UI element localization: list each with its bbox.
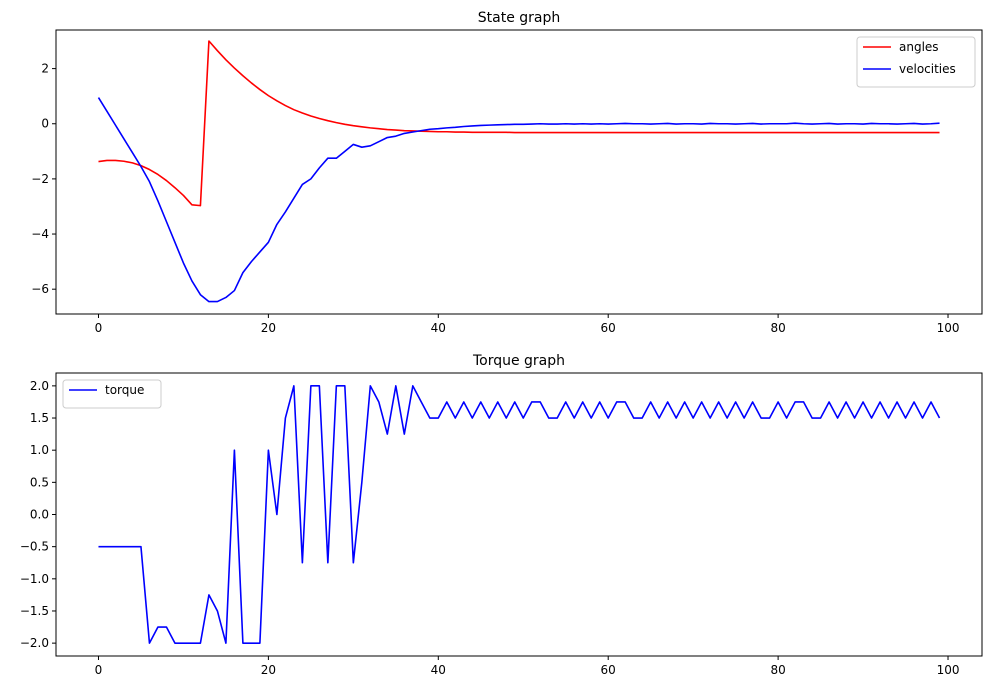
x-tick-label: 20	[261, 321, 276, 335]
y-tick-label: 1.0	[30, 443, 49, 457]
y-tick-label: −1.0	[20, 572, 49, 586]
x-tick-label: 60	[601, 321, 616, 335]
legend: torque	[62, 379, 162, 409]
x-tick-label: 80	[770, 663, 785, 677]
series-line-torque	[98, 385, 941, 644]
y-tick-label: 2.0	[30, 379, 49, 393]
plot-frame	[55, 372, 983, 657]
y-tick-label: −6	[31, 282, 49, 296]
x-tick-label: 80	[770, 321, 785, 335]
x-tick-label: 40	[431, 321, 446, 335]
series-line-velocities	[97, 97, 940, 303]
x-tick-label: 100	[937, 321, 960, 335]
y-tick-label: −2	[31, 172, 49, 186]
y-tick-label: 0	[41, 117, 49, 131]
chart-title: State graph	[478, 10, 561, 26]
y-tick-label: 0.5	[30, 475, 49, 489]
y-axis: −2.0 −1.5 −1.0 −0.5 0.0 0.5 1.0 1.5 2.0	[20, 379, 56, 650]
chart-title: Torque graph	[472, 353, 565, 369]
legend-box	[856, 36, 976, 88]
y-tick-label: −1.5	[20, 604, 49, 618]
series-group	[98, 385, 941, 644]
x-tick-label: 0	[95, 663, 103, 677]
x-tick-label: 0	[95, 321, 103, 335]
legend-label: velocities	[899, 62, 956, 76]
legend-label: torque	[105, 383, 144, 397]
y-tick-label: −0.5	[20, 540, 49, 554]
state-graph-plot: State graph 0 20 40 60 80 100 −6 −4 −2 0 2 angles…	[31, 10, 983, 335]
x-axis: 0 20 40 60 80 100	[95, 314, 960, 335]
legend-box	[62, 379, 162, 409]
x-tick-label: 40	[431, 663, 446, 677]
series-line-angles	[98, 40, 940, 207]
y-tick-label: 0.0	[30, 508, 49, 522]
y-tick-label: 1.5	[30, 411, 49, 425]
x-tick-label: 100	[937, 663, 960, 677]
torque-graph-plot: Torque graph 0 20 40 60 80 100 −2.0 −1.5 −1.0 −0…	[20, 353, 983, 677]
series-group	[97, 40, 940, 303]
y-tick-label: −2.0	[20, 636, 49, 650]
x-tick-label: 60	[601, 663, 616, 677]
y-axis: −6 −4 −2 0 2	[31, 62, 56, 296]
y-tick-label: −4	[31, 227, 49, 241]
x-axis: 0 20 40 60 80 100	[95, 656, 960, 677]
legend-label: angles	[899, 40, 939, 54]
x-tick-label: 20	[261, 663, 276, 677]
legend: angles velocities	[856, 36, 976, 88]
y-tick-label: 2	[41, 62, 49, 76]
plot-frame	[55, 29, 983, 315]
